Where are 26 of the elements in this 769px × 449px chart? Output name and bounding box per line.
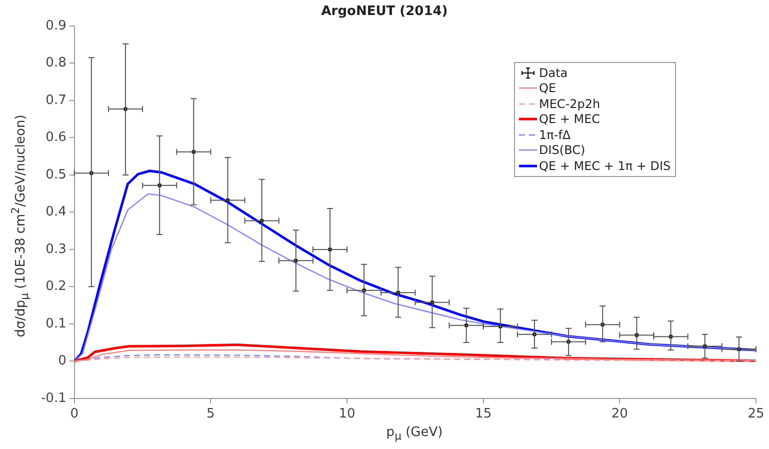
legend-label: QE <box>539 81 556 96</box>
y-tick-label: 0.7 <box>46 92 66 108</box>
y-tick-label: 0.5 <box>46 167 66 182</box>
y-tick-label: 0.9 <box>46 18 66 34</box>
y-tick-label: 0.2 <box>46 279 66 294</box>
y-tick-label: 0.1 <box>46 316 66 332</box>
x-tick-label: 20 <box>611 406 628 422</box>
y-tick-label: 0.6 <box>46 130 66 146</box>
x-tick-label: 5 <box>206 406 215 422</box>
x-tick-label: 25 <box>748 406 764 422</box>
x-axis-title: p$_{μ}$ (GeV) <box>385 425 444 443</box>
legend-label: DIS(BC) <box>539 143 586 158</box>
chart-title: ArgoNEUT (2014) <box>320 4 449 19</box>
legend-label: MEC-2p2h <box>539 96 600 111</box>
legend-label: 1π-fΔ <box>539 128 571 142</box>
x-tick-label: 15 <box>475 406 492 422</box>
y-tick-label: -0.1 <box>40 390 66 406</box>
legend-label: QE + MEC <box>539 112 600 126</box>
y-tick-label: 0.4 <box>46 204 66 220</box>
legend-label: QE + MEC + 1π + DIS <box>539 158 671 173</box>
y-tick-label: 0 <box>58 354 66 369</box>
y-tick-label: 0.3 <box>46 242 66 257</box>
x-tick-label: 10 <box>338 406 356 422</box>
legend-label: Data <box>539 66 568 80</box>
x-tick-label: 0 <box>70 406 79 422</box>
y-tick-label: 0.8 <box>46 56 66 71</box>
